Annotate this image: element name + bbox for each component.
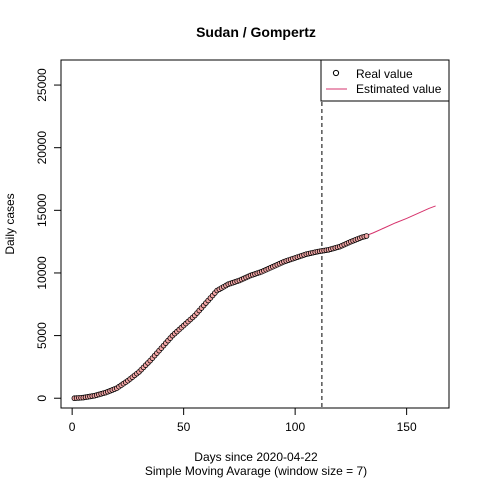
y-axis-label: Daily cases bbox=[3, 193, 17, 254]
axes: 0 50 100 150 0 5000 10000 15000 20000 25000 bbox=[35, 59, 450, 434]
y-tick-label: 5000 bbox=[35, 322, 49, 349]
x-tick-label: 100 bbox=[285, 420, 305, 434]
plot-frame bbox=[60, 59, 450, 409]
y-tick-label: 20000 bbox=[35, 131, 49, 165]
y-tick-label: 25000 bbox=[35, 68, 49, 102]
x-axis-sublabel: Simple Moving Avarage (window size = 7) bbox=[145, 464, 367, 478]
x-axis-label: Days since 2020-04-22 bbox=[194, 450, 318, 464]
y-tick-label: 10000 bbox=[35, 256, 49, 290]
chart-title: Sudan / Gompertz bbox=[196, 24, 316, 40]
x-tick-label: 50 bbox=[177, 420, 191, 434]
x-tick-label: 0 bbox=[69, 420, 76, 434]
legend-label-estimated: Estimated value bbox=[356, 82, 442, 96]
series-line-estimated bbox=[74, 205, 436, 399]
y-tick-label: 0 bbox=[35, 395, 49, 402]
legend-box bbox=[320, 59, 450, 102]
data-point bbox=[363, 233, 370, 239]
series-layer bbox=[71, 102, 436, 408]
legend: Real value Estimated value bbox=[320, 59, 450, 102]
x-tick-label: 150 bbox=[397, 420, 417, 434]
legend-label-real: Real value bbox=[356, 67, 413, 81]
legend-point-marker bbox=[332, 69, 340, 77]
y-tick-label: 15000 bbox=[35, 193, 49, 227]
